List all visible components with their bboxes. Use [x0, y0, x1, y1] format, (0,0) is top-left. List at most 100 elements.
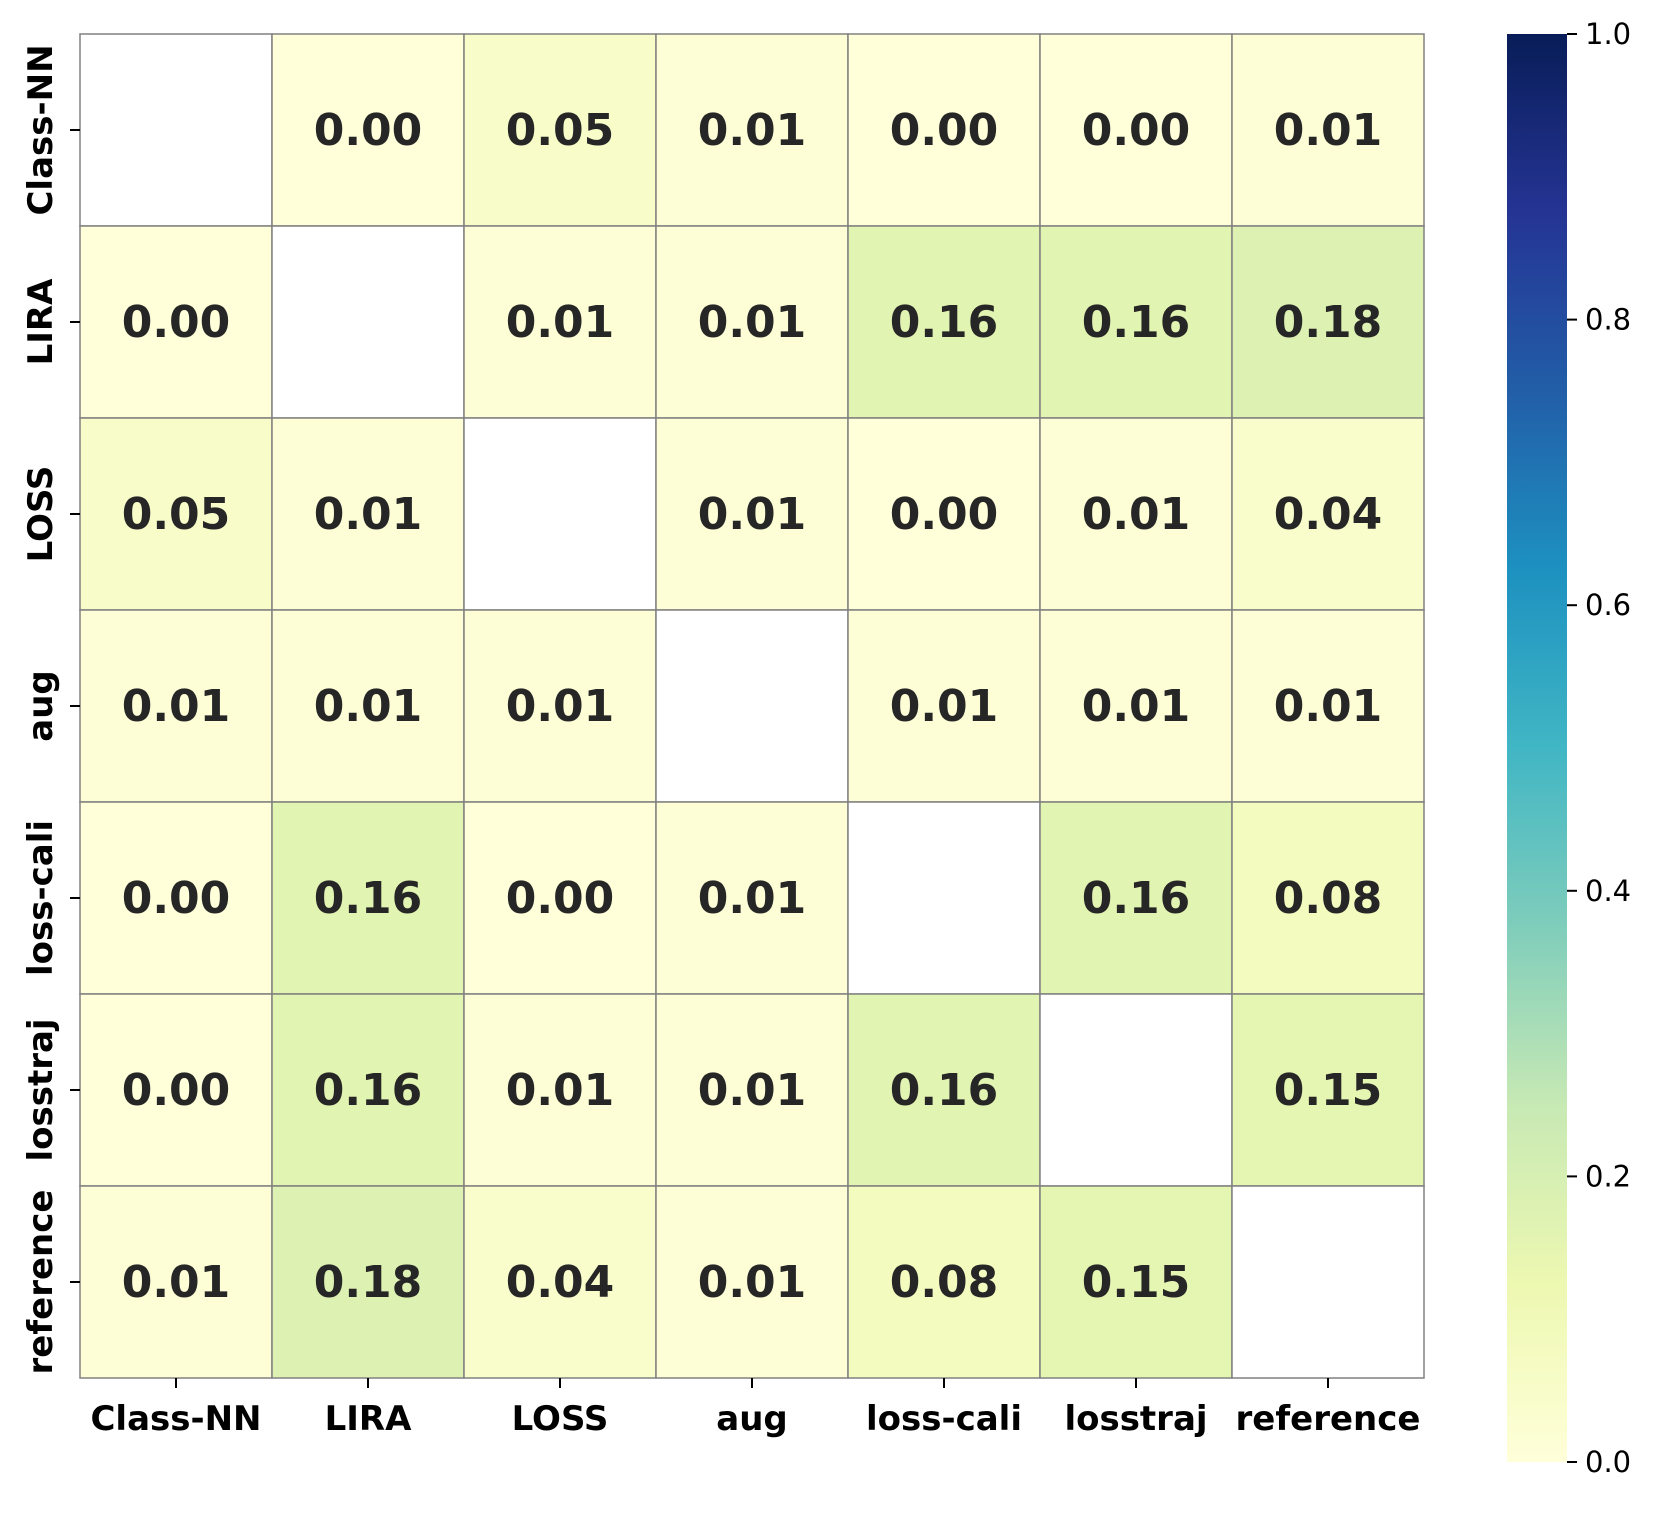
heatmap-cell: [1039, 33, 1233, 227]
heatmap-cell: [1039, 1185, 1233, 1379]
heatmap-cell: [847, 801, 1041, 995]
heatmap-cell: [79, 417, 273, 611]
heatmap-cell: [463, 1185, 657, 1379]
cell-value-label: 0.01: [122, 681, 231, 732]
cell-value-label: 0.00: [890, 489, 999, 540]
cell-value-label: 0.01: [698, 105, 807, 156]
cell-value-label: 0.16: [314, 1065, 423, 1116]
heatmap-cell: [271, 1185, 465, 1379]
heatmap-cell: [655, 609, 849, 803]
cell-value-label: 0.00: [506, 873, 615, 924]
x-tick-label: Class-NN: [90, 1399, 261, 1439]
y-tick-label: LIRA: [21, 278, 61, 365]
cell-value-label: 0.01: [698, 297, 807, 348]
y-tick-label: losstraj: [21, 1018, 61, 1161]
cell-value-label: 0.00: [314, 105, 423, 156]
cell-value-label: 0.01: [1082, 681, 1191, 732]
cell-value-label: 0.01: [1274, 681, 1383, 732]
x-tick-label: aug: [716, 1399, 788, 1439]
colorbar-gradient: [1507, 34, 1567, 1462]
colorbar-tick-label: 0.2: [1585, 1159, 1631, 1193]
cell-value-label: 0.16: [1082, 873, 1191, 924]
heatmap-cell: [271, 417, 465, 611]
cell-value-label: 0.16: [890, 297, 999, 348]
heatmap-cell: [1231, 801, 1425, 995]
heatmap-cell: [1231, 33, 1425, 227]
cell-value-label: 0.00: [122, 1065, 231, 1116]
cell-value-label: 0.01: [698, 1257, 807, 1308]
heatmap-cell: [79, 993, 273, 1187]
x-tick-label: LOSS: [512, 1399, 609, 1439]
heatmap-cell-labels: 0.00 0.05 0.01 0.00 0.00 0.01 0.00 0.01 0.01 0.16…: [122, 105, 1383, 1308]
heatmap-cell: [847, 417, 1041, 611]
x-tick-label: LIRA: [325, 1399, 412, 1439]
cell-value-label: 0.01: [698, 1065, 807, 1116]
colorbar-tick-label: 0.8: [1585, 303, 1631, 337]
heatmap-cell: [847, 609, 1041, 803]
cell-value-label: 0.01: [314, 489, 423, 540]
heatmap-cell: [271, 225, 465, 419]
cell-value-label: 0.05: [122, 489, 231, 540]
colorbar: 0.0 0.2 0.4 0.6 0.8 1.0: [1507, 17, 1631, 1479]
y-axis: Class-NN LIRA LOSS aug loss-cali losstraj refe…: [21, 44, 80, 1374]
heatmap-cells: [79, 33, 1425, 1379]
heatmap-cell: [79, 33, 273, 227]
heatmap-cell: [271, 609, 465, 803]
heatmap-cell: [463, 801, 657, 995]
heatmap-cell: [655, 801, 849, 995]
x-tick-label: reference: [1236, 1399, 1421, 1439]
colorbar-tick-label: 1.0: [1585, 17, 1631, 51]
y-tick-label: reference: [21, 1190, 61, 1375]
cell-value-label: 0.08: [890, 1257, 999, 1308]
cell-value-label: 0.16: [1082, 297, 1191, 348]
heatmap-cell: [463, 609, 657, 803]
y-tick-label: aug: [21, 670, 61, 742]
heatmap-cell: [1039, 993, 1233, 1187]
heatmap-cell: [1039, 609, 1233, 803]
heatmap-cell: [655, 33, 849, 227]
cell-value-label: 0.01: [698, 489, 807, 540]
cell-value-label: 0.15: [1082, 1257, 1191, 1308]
x-tick-label: losstraj: [1064, 1399, 1207, 1439]
cell-value-label: 0.05: [506, 105, 615, 156]
cell-value-label: 0.15: [1274, 1065, 1383, 1116]
heatmap-cell: [1039, 801, 1233, 995]
heatmap-cell: [655, 417, 849, 611]
cell-value-label: 0.01: [506, 681, 615, 732]
cell-value-label: 0.18: [1274, 297, 1383, 348]
cell-value-label: 0.16: [314, 873, 423, 924]
cell-value-label: 0.08: [1274, 873, 1383, 924]
cell-value-label: 0.16: [890, 1065, 999, 1116]
colorbar-ticks: 0.0 0.2 0.4 0.6 0.8 1.0: [1567, 17, 1631, 1479]
heatmap-cell: [271, 33, 465, 227]
heatmap-cell: [847, 225, 1041, 419]
colorbar-tick-label: 0.0: [1585, 1445, 1631, 1479]
cell-value-label: 0.04: [506, 1257, 615, 1308]
cell-value-label: 0.01: [314, 681, 423, 732]
cell-value-label: 0.00: [122, 297, 231, 348]
cell-value-label: 0.00: [1082, 105, 1191, 156]
heatmap-cell: [79, 609, 273, 803]
cell-value-label: 0.01: [506, 1065, 615, 1116]
colorbar-tick-label: 0.6: [1585, 588, 1631, 622]
heatmap-cell: [463, 33, 657, 227]
cell-value-label: 0.00: [890, 105, 999, 156]
heatmap-cell: [79, 801, 273, 995]
heatmap-cell: [1231, 417, 1425, 611]
heatmap-cell: [655, 1185, 849, 1379]
heatmap-cell: [1231, 993, 1425, 1187]
cell-value-label: 0.01: [890, 681, 999, 732]
heatmap-cell: [1231, 1185, 1425, 1379]
heatmap-cell: [463, 225, 657, 419]
heatmap-cell: [1231, 609, 1425, 803]
cell-value-label: 0.01: [506, 297, 615, 348]
cell-value-label: 0.00: [122, 873, 231, 924]
heatmap-cell: [1231, 225, 1425, 419]
heatmap-cell: [463, 417, 657, 611]
heatmap-cell: [847, 993, 1041, 1187]
heatmap-cell: [1039, 417, 1233, 611]
y-tick-label: LOSS: [21, 466, 61, 563]
x-axis: Class-NN LIRA LOSS aug loss-cali losstraj refe…: [90, 1378, 1420, 1439]
cell-value-label: 0.04: [1274, 489, 1383, 540]
